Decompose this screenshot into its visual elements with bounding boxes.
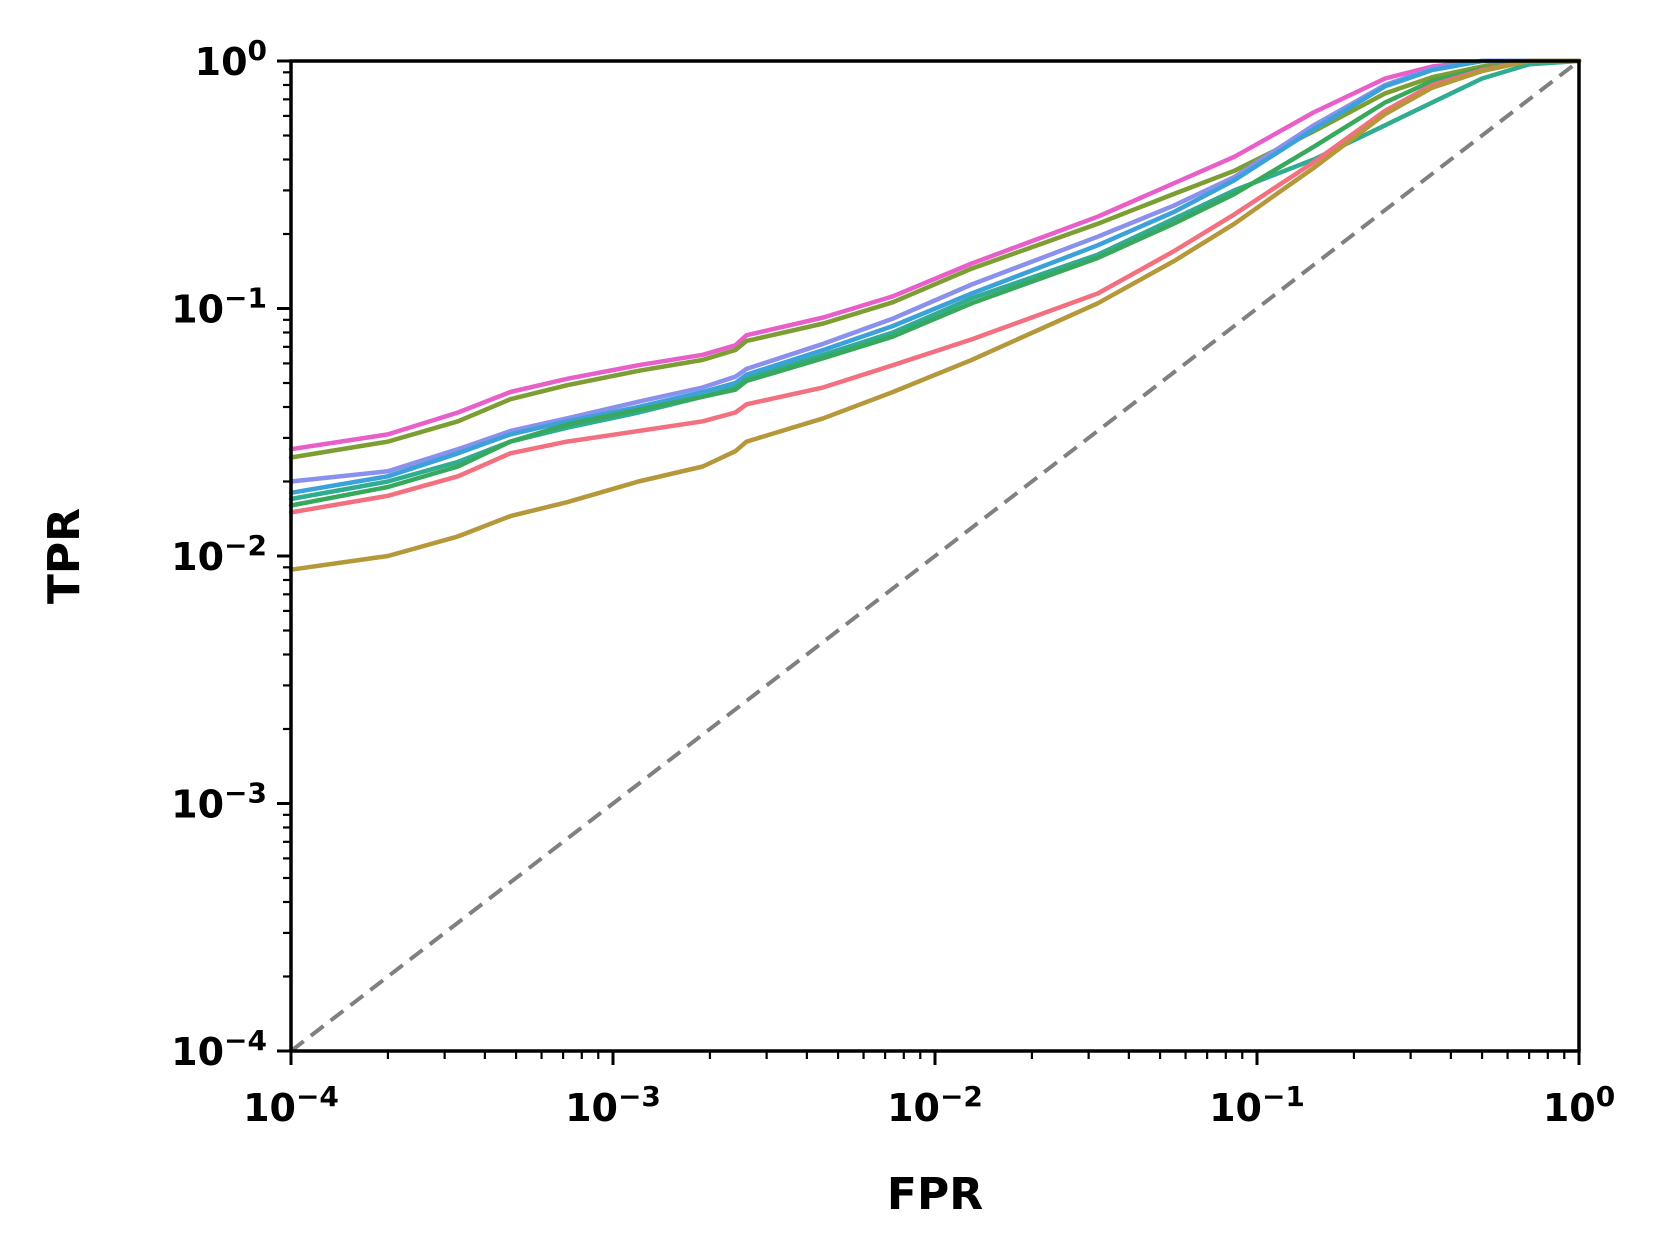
x-tick-label: 10−2: [887, 1080, 983, 1130]
y-tick-label: 10−3: [171, 777, 267, 827]
series-line-sky-blue: [288, 58, 1582, 496]
labels-layer: 10−4 10−3 10−2 10−1 100 10−4 10−3 10−2 10−1 100: [171, 34, 1615, 1130]
series-line-green: [288, 58, 1582, 508]
x-tick-label: 10−3: [565, 1080, 661, 1130]
chance-diagonal-line: [289, 59, 1581, 1053]
y-tick-label: 10−4: [171, 1024, 267, 1074]
y-axis-title: TPR: [39, 508, 90, 604]
x-axis-title: FPR: [887, 1169, 983, 1220]
series-line-olive-green: [288, 58, 1582, 460]
x-tick-label: 10−1: [1209, 1080, 1305, 1130]
y-tick-label: 10−2: [171, 529, 267, 579]
series-line-mustard: [288, 58, 1582, 572]
plot-frame: [289, 59, 1581, 1053]
y-tick-label: 10−1: [171, 282, 267, 332]
lines-layer: [288, 58, 1582, 1053]
series-line-salmon-red: [288, 58, 1582, 515]
x-tick-label: 10−4: [243, 1080, 339, 1130]
y-tick-label: 100: [195, 34, 267, 84]
x-tick-label: 100: [1543, 1080, 1615, 1130]
series-line-pink: [288, 58, 1582, 452]
